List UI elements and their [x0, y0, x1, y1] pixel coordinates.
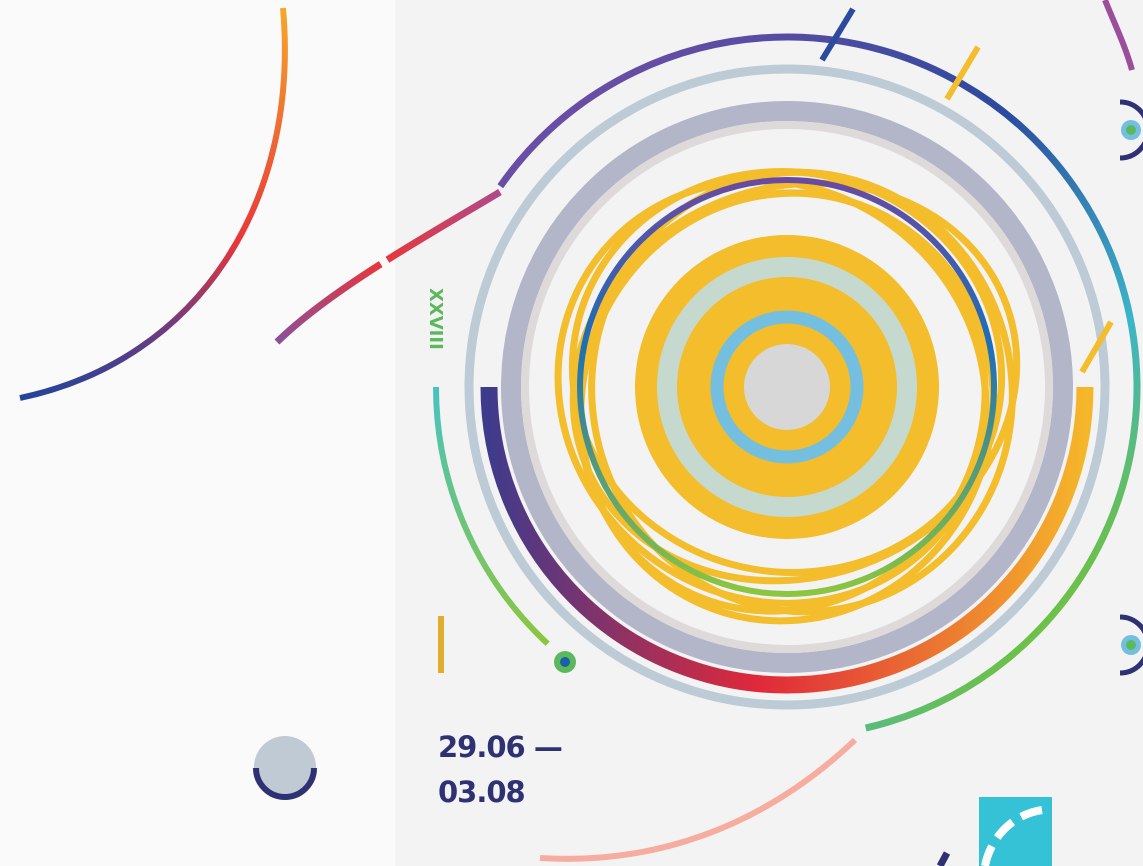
arc — [539, 737, 858, 862]
ring — [521, 121, 1053, 653]
ring — [657, 257, 917, 517]
date-start: 29.06 — — [438, 730, 562, 764]
dot — [1126, 125, 1136, 135]
ring — [501, 101, 1073, 673]
dot-half — [253, 767, 317, 800]
dark-arc — [480, 386, 1094, 694]
date-end: 03.08 — [438, 775, 525, 809]
tick — [1079, 320, 1114, 374]
arc — [1119, 99, 1143, 161]
arc — [1119, 614, 1143, 676]
dot — [1126, 640, 1136, 650]
ring — [710, 310, 864, 464]
ring — [577, 177, 997, 597]
edition: XXVIII — [425, 288, 446, 350]
arc — [19, 7, 288, 401]
outer-arc — [497, 33, 1141, 732]
arc — [981, 806, 1043, 866]
ring — [464, 64, 1110, 710]
core — [744, 344, 830, 430]
loop — [554, 177, 990, 607]
arc — [274, 188, 502, 345]
rings — [433, 33, 1141, 732]
left-arc — [433, 386, 550, 646]
loop — [577, 189, 997, 625]
dot — [560, 657, 570, 667]
tick — [819, 7, 856, 62]
tick — [936, 851, 951, 866]
tick — [944, 45, 981, 101]
arc — [1102, 0, 1135, 71]
dot — [254, 736, 316, 798]
